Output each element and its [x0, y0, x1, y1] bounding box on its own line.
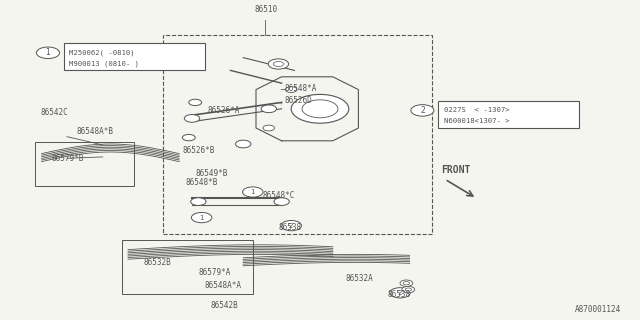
Text: FRONT: FRONT [442, 165, 471, 175]
Text: 86579*A: 86579*A [198, 268, 231, 277]
Text: A870001124: A870001124 [575, 305, 621, 314]
Text: 1: 1 [199, 215, 204, 220]
Circle shape [36, 47, 60, 59]
Circle shape [402, 286, 415, 293]
Text: M250062( -0810): M250062( -0810) [69, 50, 135, 56]
Text: N600018<1307- >: N600018<1307- > [444, 118, 509, 124]
Bar [163, 35, 432, 234]
Circle shape [273, 61, 284, 67]
Circle shape [184, 115, 200, 122]
Text: 86510: 86510 [254, 5, 277, 14]
Text: 86548*C: 86548*C [262, 191, 295, 200]
Text: 86548*A: 86548*A [285, 84, 317, 92]
Circle shape [263, 125, 275, 131]
Circle shape [261, 105, 276, 113]
Circle shape [243, 187, 263, 197]
Text: 86538: 86538 [278, 223, 301, 232]
Text: 86549*B: 86549*B [195, 169, 228, 178]
Text: 1: 1 [250, 189, 255, 195]
Circle shape [400, 280, 413, 286]
Circle shape [285, 87, 297, 92]
Circle shape [274, 198, 289, 205]
Text: 86526*B: 86526*B [182, 146, 215, 155]
Text: 86526D: 86526D [285, 96, 312, 105]
Circle shape [411, 105, 434, 116]
Bar [438, 101, 579, 128]
Circle shape [405, 288, 412, 291]
Bar [122, 240, 253, 294]
Bar [64, 43, 205, 70]
Text: 86542C: 86542C [40, 108, 68, 117]
Text: 86548*B: 86548*B [186, 178, 218, 187]
Text: 86526*A: 86526*A [208, 106, 241, 115]
Text: 86532B: 86532B [144, 258, 172, 267]
Text: 86548A*A: 86548A*A [205, 281, 242, 290]
Text: 2: 2 [398, 290, 402, 296]
Text: 2: 2 [420, 106, 425, 115]
Circle shape [189, 99, 202, 106]
Text: 86532A: 86532A [346, 274, 373, 283]
Text: 2: 2 [289, 223, 293, 228]
Circle shape [236, 140, 251, 148]
Bar [35, 142, 134, 186]
Text: 0227S  < -1307>: 0227S < -1307> [444, 108, 509, 113]
Circle shape [390, 288, 410, 298]
Text: M900013 (0810- ): M900013 (0810- ) [69, 60, 139, 67]
Circle shape [291, 94, 349, 123]
Circle shape [281, 220, 301, 231]
Circle shape [268, 59, 289, 69]
Circle shape [191, 198, 206, 205]
Text: 86579*B: 86579*B [51, 154, 84, 163]
Text: 1: 1 [45, 48, 51, 57]
Circle shape [182, 134, 195, 141]
Text: 86538: 86538 [387, 290, 410, 299]
Circle shape [191, 212, 212, 223]
Text: 86548A*B: 86548A*B [77, 127, 114, 136]
Circle shape [403, 282, 410, 285]
Text: 86542B: 86542B [210, 301, 238, 310]
